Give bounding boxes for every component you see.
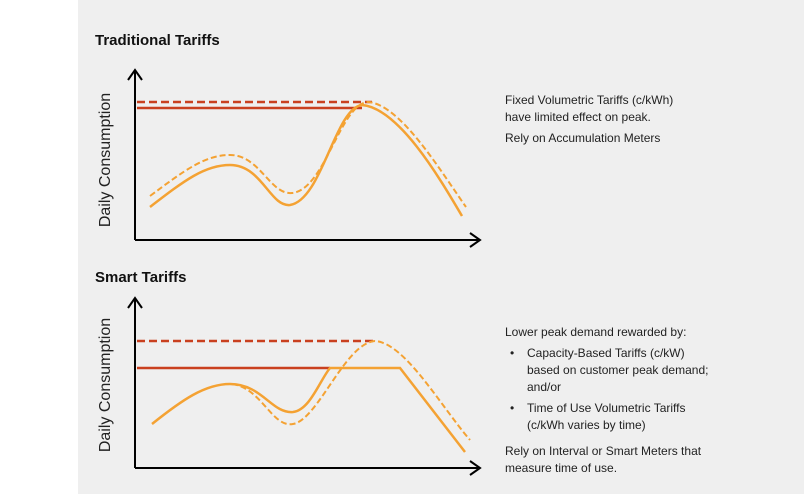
axes — [127, 68, 482, 248]
bullet-line: (c/kWh varies by time) — [527, 418, 646, 432]
footer-line: Rely on Interval or Smart Meters that — [505, 444, 702, 458]
consumption-curve-dashed — [231, 339, 471, 441]
description-line: have limited effect on peak. — [505, 110, 651, 124]
intro-text: Lower peak demand rewarded by: — [505, 325, 686, 339]
background-panel — [78, 0, 804, 494]
bullet-line: Time of Use Volumetric Tariffs — [527, 401, 686, 415]
y-axis-label: Daily Consumption — [97, 318, 114, 452]
y-axis-label: Daily Consumption — [97, 93, 114, 227]
consumption-curve-dashed — [149, 100, 467, 208]
description-line: Rely on Accumulation Meters — [505, 131, 660, 145]
bullet: • — [510, 346, 514, 360]
bullet: • — [510, 401, 514, 415]
consumption-curve — [151, 366, 466, 453]
footer-line: measure time of use. — [505, 461, 617, 475]
bullet-line: and/or — [527, 380, 561, 394]
bullet-line: Capacity-Based Tariffs (c/kW) — [527, 346, 685, 360]
description-line: Fixed Volumetric Tariffs (c/kWh) — [505, 93, 673, 107]
panel-title: Traditional Tariffs — [95, 32, 220, 49]
consumption-curve — [149, 103, 464, 217]
bullet-line: based on customer peak demand; — [527, 363, 708, 377]
axes — [127, 296, 482, 476]
panel-title: Smart Tariffs — [95, 269, 186, 286]
